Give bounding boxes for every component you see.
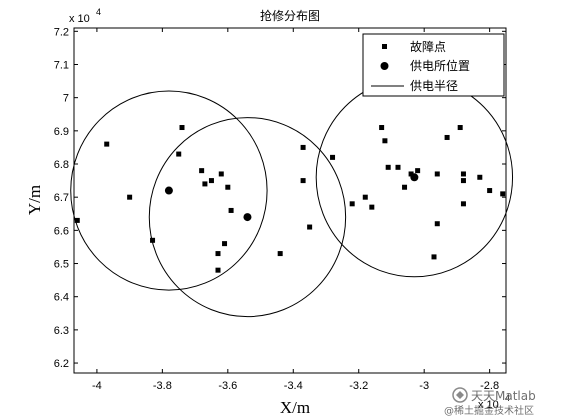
fault-point-5: [176, 151, 182, 157]
chart-title: 抢修分布图: [260, 8, 320, 23]
watermark-brand: 天天Matlab: [471, 389, 536, 403]
fault-point-32: [434, 171, 440, 177]
x-exponent-text: x 10: [478, 399, 499, 411]
y-tick-label-6: 6.8: [54, 159, 69, 171]
y-exponent-text: x 10: [69, 13, 90, 25]
fault-point-6: [199, 168, 205, 174]
legend-circle-marker: [380, 62, 389, 70]
y-axis-label: Y/m: [25, 185, 44, 215]
y-exponent-label: x 10 4: [69, 7, 101, 25]
fault-point-40: [500, 191, 506, 197]
fault-point-33: [444, 134, 450, 140]
fault-point-13: [215, 251, 221, 257]
fault-point-30: [431, 254, 437, 260]
fault-point-25: [385, 164, 391, 170]
x-axis-label: X/m: [280, 398, 310, 417]
fault-point-17: [300, 178, 306, 184]
legend-square-marker: [382, 44, 387, 49]
x-tick-label-2: -3.6: [218, 380, 237, 392]
watermark-logo-icon: [452, 387, 468, 403]
plot-frame: [73, 27, 507, 374]
watermark-logo-mark: [456, 391, 464, 399]
fault-point-31: [434, 221, 440, 227]
watermark: 天天Matlab @稀土掘金技术社区: [444, 387, 536, 417]
fault-point-4: [179, 125, 185, 131]
y-tick-label-7: 6.9: [54, 126, 69, 138]
plot-area: -4 -3.8 -3.6 -3.4 -3.2 -3 -2.8 6.2 6.3 6.4 6.5 6.6 6…: [54, 26, 514, 392]
fault-point-10: [225, 184, 231, 190]
fault-point-22: [369, 204, 375, 210]
fault-point-18: [307, 224, 313, 230]
fault-point-14: [215, 267, 221, 273]
fault-point-0: [74, 217, 80, 223]
fault-point-8: [208, 178, 214, 184]
station-point-2: [410, 173, 419, 182]
y-tick-label-1: 6.3: [54, 325, 69, 337]
x-tick-label-5: -3: [419, 380, 429, 392]
y-exponent-power: 4: [96, 7, 101, 17]
y-tick-label-3: 6.5: [54, 259, 69, 271]
y-tick-label-2: 6.4: [54, 292, 69, 304]
fault-point-27: [402, 184, 408, 190]
fault-point-2: [127, 194, 133, 200]
x-tick-label-4: -3.2: [349, 380, 368, 392]
fault-point-23: [379, 125, 385, 131]
fault-point-12: [222, 241, 228, 247]
supply-radius-circle-1: [148, 117, 347, 318]
fault-point-34: [457, 125, 463, 131]
x-tick-label-0: -4: [92, 380, 102, 392]
y-tick-label-5: 6.7: [54, 192, 69, 204]
legend: 故障点 供电所位置 供电半径: [362, 33, 505, 97]
y-tick-label-9: 7.1: [54, 59, 69, 71]
fault-point-36: [460, 178, 466, 184]
legend-radius-label: 供电半径: [410, 79, 458, 93]
fault-point-3: [150, 237, 156, 243]
supply-radius-circle-0: [70, 90, 268, 291]
x-tick-label-6: -2.8: [480, 380, 499, 392]
fault-point-29: [415, 168, 421, 174]
watermark-community: @稀土掘金技术社区: [444, 404, 534, 417]
x-tick-label-1: -3.8: [153, 380, 172, 392]
fault-point-7: [202, 181, 208, 187]
fault-point-19: [330, 154, 336, 160]
station-point-1: [243, 213, 252, 222]
fault-point-16: [300, 144, 306, 150]
fault-point-1: [104, 141, 110, 147]
fault-point-21: [362, 194, 368, 200]
y-tick-label-8: 7: [63, 93, 69, 105]
y-tick-label-4: 6.6: [54, 225, 69, 237]
x-exponent-label: x 10 4: [478, 393, 510, 411]
fault-point-20: [349, 201, 355, 207]
y-tick-label-10: 7.2: [54, 26, 69, 38]
fault-point-26: [395, 164, 401, 170]
x-tick-label-3: -3.4: [284, 380, 303, 392]
fault-point-11: [228, 207, 234, 213]
fault-point-38: [477, 174, 483, 180]
station-point-0: [164, 186, 173, 195]
fault-point-37: [460, 201, 466, 207]
fault-point-9: [218, 171, 224, 177]
legend-station-label: 供电所位置: [410, 58, 470, 73]
x-exponent-power: 4: [505, 393, 510, 403]
fault-point-24: [382, 138, 388, 144]
fault-point-35: [460, 171, 466, 177]
fault-point-28: [408, 171, 414, 177]
legend-fault-label: 故障点: [410, 39, 446, 54]
fault-point-39: [487, 188, 493, 194]
y-tick-label-0: 6.2: [54, 358, 69, 370]
fault-point-15: [277, 251, 283, 257]
